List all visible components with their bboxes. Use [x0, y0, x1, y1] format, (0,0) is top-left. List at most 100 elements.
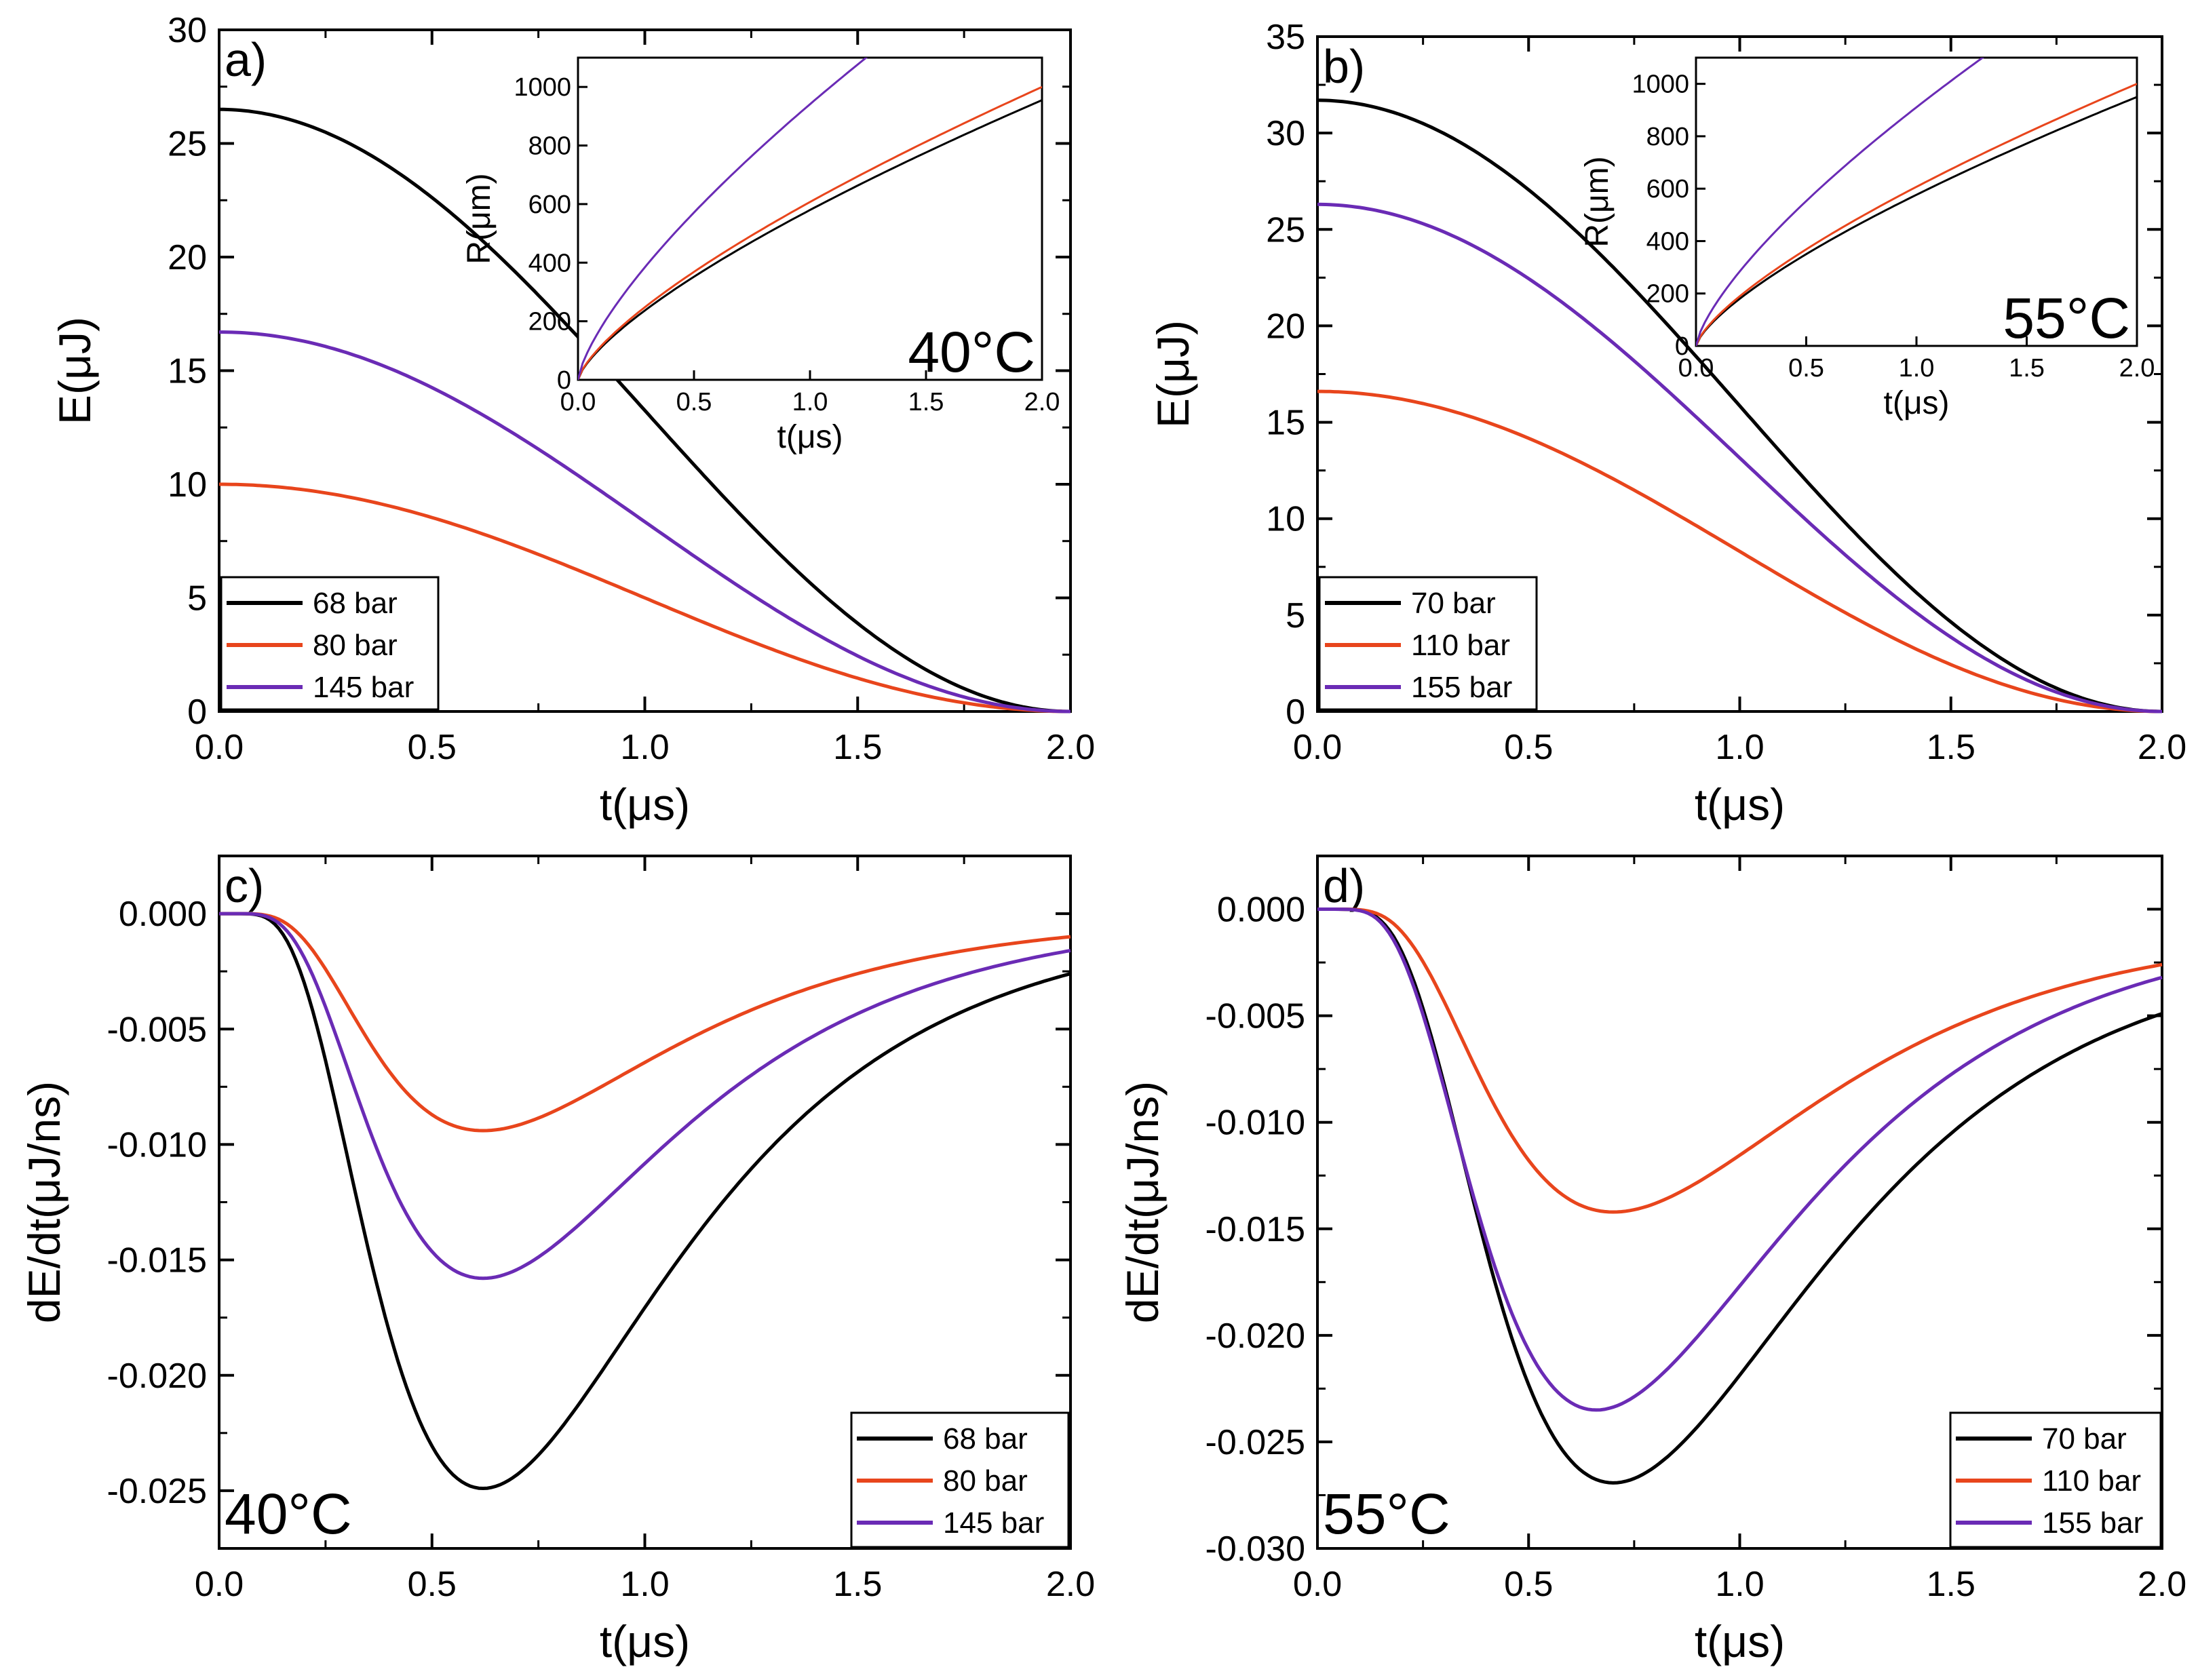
legend-label: 110 bar: [2042, 1464, 2141, 1498]
x-tick-label: 1.5: [833, 1565, 882, 1604]
legend-label: 80 bar: [313, 629, 398, 662]
y-tick-label: -0.005: [107, 1010, 207, 1049]
legend-label: 110 bar: [1411, 629, 1510, 662]
inset-x-tick-label: 0.0: [560, 388, 596, 416]
inset-series-line-80-bar: [578, 85, 1042, 380]
x-tick-label: 0.0: [1293, 728, 1342, 767]
y-tick-label: 5: [1286, 596, 1305, 636]
y-axis-label: dE/dt(μJ/ns): [19, 1081, 69, 1323]
inset-y-tick-label: 200: [1646, 280, 1689, 309]
inset-x-tick-label: 1.5: [2009, 354, 2045, 383]
y-tick-label: 10: [1266, 500, 1305, 539]
y-tick-label: -0.020: [1206, 1316, 1305, 1356]
inset-y-tick-label: 800: [1646, 123, 1689, 151]
legend-label: 145 bar: [313, 671, 414, 704]
y-tick-label: -0.025: [107, 1472, 207, 1511]
x-axis-label: t(μs): [600, 1616, 690, 1666]
x-axis-label: t(μs): [600, 779, 690, 829]
x-tick-label: 1.0: [620, 1565, 669, 1604]
series-line-110-bar: [1317, 907, 2163, 1214]
panel-b: 0.0 0.5 1.0 1.5 2.0 0 5 10 15 20 25 30 35 t(μs) E(μJ) b…: [1148, 18, 2186, 829]
series-line-70-bar: [1317, 98, 2163, 714]
x-tick-label: 2.0: [1046, 1565, 1095, 1604]
y-tick-label: 25: [1266, 210, 1305, 250]
x-axis-label: t(μs): [1695, 1616, 1785, 1666]
legend-label: 80 bar: [943, 1464, 1028, 1498]
inset-y-axis-label: R(μm): [461, 173, 497, 264]
inset-series-line-70-bar: [1696, 96, 2137, 346]
inset-y-tick-label: 200: [528, 308, 571, 336]
panel-label: b): [1323, 40, 1365, 93]
x-tick-label: 2.0: [1046, 728, 1095, 767]
legend-label: 70 bar: [2042, 1422, 2127, 1456]
y-tick-label: -0.020: [107, 1356, 207, 1396]
x-tick-label: 1.5: [1927, 1565, 1975, 1604]
y-tick-label: -0.025: [1206, 1423, 1305, 1462]
x-tick-label: 1.5: [1927, 728, 1975, 767]
x-tick-label: 2.0: [2138, 728, 2186, 767]
temperature-label: 40°C: [225, 1482, 352, 1546]
legend: 70 bar 110 bar 155 bar: [1318, 576, 1538, 711]
inset-x-tick-label: 0.5: [676, 388, 712, 416]
temperature-label: 40°C: [908, 320, 1035, 384]
inset-x-tick-label: 2.0: [1024, 388, 1060, 416]
series-line-80-bar: [219, 482, 1071, 714]
series-line-145-bar: [219, 330, 1071, 714]
legend: 70 bar 110 bar 155 bar: [1949, 1411, 2162, 1548]
legend-label: 145 bar: [943, 1506, 1044, 1540]
temperature-label: 55°C: [2003, 286, 2130, 350]
inset-series-line-68-bar: [578, 99, 1042, 380]
y-axis-label: E(μJ): [1148, 320, 1198, 428]
y-tick-label: 15: [168, 352, 207, 391]
inset-frame: [577, 56, 1043, 381]
series-line-155-bar: [1317, 202, 2162, 714]
inset-y-tick-label: 1000: [1632, 71, 1689, 99]
inset-x-tick-label: 1.0: [792, 388, 828, 416]
panel-c: 0.0 0.5 1.0 1.5 2.0 0.000 -0.005 -0.010 -0.015 -0…: [19, 855, 1095, 1666]
inset-chart: 0.0 0.5 1.0 1.5 2.0 0 200 400 600 800 1000 t(μs) R(μ…: [461, 56, 1060, 455]
inset-y-tick-label: 0: [1675, 332, 1689, 361]
y-tick-label: 20: [1266, 307, 1305, 346]
inset-y-tick-label: 1000: [514, 73, 571, 102]
y-tick-label: -0.030: [1206, 1529, 1305, 1569]
inset-series-line-110-bar: [1696, 83, 2137, 346]
inset-x-tick-label: 1.5: [908, 388, 944, 416]
x-tick-label: 1.5: [833, 728, 882, 767]
panel-a: 0.0 0.5 1.0 1.5 2.0 0 5 10 15 20 25 30 t(μs) E(μJ) a) 6…: [50, 11, 1095, 829]
x-tick-label: 0.0: [1293, 1565, 1342, 1604]
y-axis-label: dE/dt(μJ/ns): [1117, 1081, 1168, 1323]
series-line-80-bar: [219, 912, 1071, 1133]
y-tick-label: 25: [168, 125, 207, 164]
y-axis-label: E(μJ): [50, 317, 100, 425]
y-tick-label: -0.015: [1206, 1210, 1305, 1249]
x-tick-label: 0.0: [195, 1565, 244, 1604]
y-tick-label: 5: [187, 579, 207, 619]
x-tick-label: 1.0: [620, 728, 669, 767]
series-line-110-bar: [1317, 389, 2162, 714]
legend: 68 bar 80 bar 145 bar: [850, 1411, 1070, 1548]
legend-label: 155 bar: [2042, 1506, 2143, 1540]
inset-frame: [1695, 56, 2138, 347]
inset-x-tick-label: 1.0: [1899, 354, 1935, 383]
inset-y-tick-label: 0: [557, 366, 571, 395]
legend-label: 70 bar: [1411, 587, 1496, 620]
series-line-155-bar: [1317, 907, 2163, 1412]
panel-d: 0.0 0.5 1.0 1.5 2.0 0.000 -0.005 -0.010 -0.015 -0…: [1117, 855, 2186, 1666]
series-line-68-bar: [219, 107, 1071, 714]
inset-y-tick-label: 400: [528, 249, 571, 277]
y-tick-label: 15: [1266, 404, 1305, 443]
panel-label: a): [225, 33, 267, 86]
series-line-145-bar: [219, 912, 1071, 1281]
inset-x-tick-label: 2.0: [2119, 354, 2155, 383]
y-tick-label: -0.010: [1206, 1103, 1305, 1143]
legend-label: 68 bar: [943, 1422, 1028, 1456]
y-tick-label: 30: [168, 11, 207, 50]
x-tick-label: 2.0: [2138, 1565, 2186, 1604]
y-tick-label: 10: [168, 465, 207, 505]
inset-y-tick-label: 600: [528, 191, 571, 219]
temperature-label: 55°C: [1323, 1482, 1450, 1546]
x-tick-label: 0.5: [408, 1565, 457, 1604]
y-tick-label: 0: [1286, 692, 1305, 732]
inset-y-tick-label: 400: [1646, 227, 1689, 256]
